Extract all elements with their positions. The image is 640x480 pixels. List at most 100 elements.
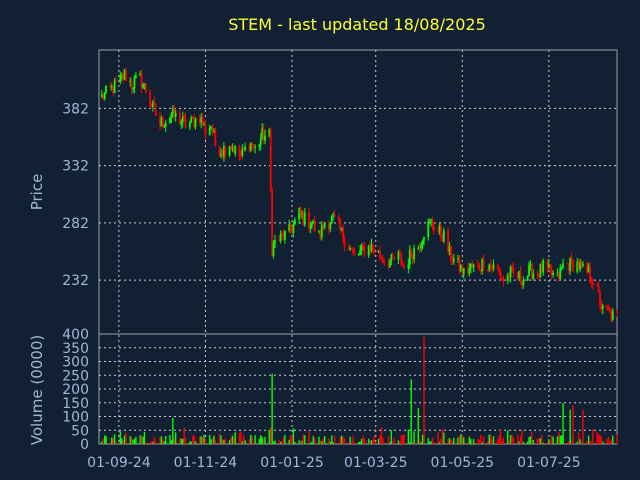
candle-body	[546, 260, 549, 268]
candle-body	[367, 245, 370, 256]
candle-body	[360, 244, 363, 251]
candle-body	[362, 244, 364, 248]
candle-body	[519, 271, 522, 282]
volume-bar	[397, 440, 400, 444]
candle-body	[150, 104, 153, 107]
candle-body	[397, 252, 400, 260]
candle-body	[269, 129, 272, 191]
candle-body	[482, 259, 485, 270]
candle-body	[352, 249, 354, 252]
candle-body	[407, 264, 410, 268]
volume-bars	[101, 336, 618, 444]
candle-body	[383, 262, 386, 264]
candle-body	[417, 247, 420, 249]
candle-body	[492, 264, 495, 269]
volume-bar	[399, 442, 401, 444]
candle-body	[528, 265, 530, 276]
volume-bar	[519, 435, 522, 444]
candle-body	[408, 249, 411, 265]
volume-bar	[343, 438, 346, 444]
candle-body	[428, 221, 431, 223]
volume-bar	[301, 440, 303, 444]
candle-body	[303, 212, 306, 225]
volume-bar	[599, 434, 601, 444]
volume-bar	[392, 441, 394, 444]
candle-body	[238, 145, 241, 156]
candle-body	[369, 245, 371, 251]
candle-body	[459, 265, 462, 272]
candle-body	[529, 263, 532, 266]
candle-body	[569, 257, 572, 272]
candle-body	[329, 223, 332, 230]
candle-body	[413, 248, 415, 260]
volume-bar	[258, 438, 261, 444]
candle-body	[228, 146, 231, 156]
volume-bar	[586, 441, 588, 444]
volume-bar	[468, 436, 471, 444]
volume-bar	[184, 437, 187, 444]
volume-bar	[518, 441, 520, 444]
volume-bar	[162, 439, 164, 444]
volume-bar	[612, 435, 614, 444]
candle-body	[607, 308, 610, 311]
candle-body	[340, 227, 343, 230]
volume-bar	[183, 427, 185, 444]
volume-bar	[201, 437, 204, 444]
volume-bar	[560, 435, 563, 444]
volume-bar	[332, 442, 334, 444]
volume-bar	[122, 440, 124, 444]
candle-body	[200, 117, 203, 123]
volume-bar	[193, 434, 195, 444]
volume-bar	[109, 441, 112, 444]
candle-body	[149, 92, 151, 105]
volume-bar	[499, 429, 502, 444]
candle-body	[332, 214, 335, 217]
volume-bar	[261, 437, 263, 444]
candle-body	[103, 92, 106, 99]
candle-body	[448, 246, 451, 252]
candle-body	[556, 272, 559, 274]
volume-bar	[389, 442, 391, 444]
candle-body	[249, 143, 252, 151]
volume-bar	[447, 439, 449, 444]
volume-bar	[441, 428, 444, 444]
candle-body	[279, 233, 282, 242]
volume-bar	[492, 436, 495, 444]
candle-body	[319, 230, 322, 238]
candle-body	[479, 270, 482, 272]
volume-bar	[251, 437, 253, 444]
candle-body	[163, 126, 166, 128]
volume-bar	[248, 439, 251, 444]
volume-bar	[488, 434, 490, 444]
volume-bar	[360, 438, 363, 444]
candle-body	[298, 207, 301, 220]
volume-bar	[480, 434, 482, 444]
price-candles	[100, 67, 618, 324]
volume-bar	[281, 440, 283, 444]
volume-bar	[130, 437, 133, 444]
volume-bar	[329, 441, 332, 444]
volume-bar	[592, 428, 594, 444]
volume-bar	[482, 436, 485, 444]
volume-bar	[102, 438, 104, 444]
volume-bar	[606, 438, 608, 444]
volume-bar	[112, 438, 114, 444]
candle-body	[184, 118, 187, 128]
volume-bar	[142, 436, 144, 444]
candle-body	[372, 244, 374, 250]
candle-body	[130, 81, 133, 89]
volume-bar	[291, 435, 293, 444]
candle-body	[174, 112, 177, 117]
candle-body	[201, 117, 204, 126]
volume-bar	[579, 439, 581, 444]
candle-body	[152, 101, 154, 107]
volume-bar	[350, 441, 353, 444]
volume-bar	[254, 435, 256, 444]
volume-bar	[539, 437, 542, 444]
candle-body	[509, 266, 512, 278]
volume-bar	[252, 442, 255, 444]
candle-body	[160, 118, 163, 126]
candle-body	[589, 266, 591, 279]
candle-body	[498, 268, 501, 273]
